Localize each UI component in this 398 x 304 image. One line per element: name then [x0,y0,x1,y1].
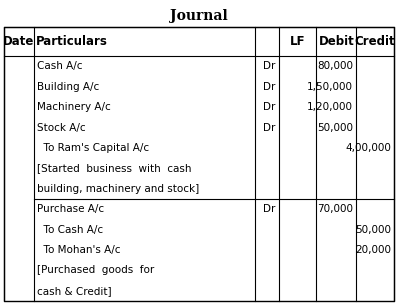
Text: 1,50,000: 1,50,000 [307,82,353,92]
Text: Dr: Dr [263,204,275,214]
Text: Machinery A/c: Machinery A/c [37,102,111,112]
Text: 50,000: 50,000 [355,225,391,235]
Text: Credit: Credit [355,35,396,48]
Text: [Purchased  goods  for: [Purchased goods for [37,265,154,275]
Text: 70,000: 70,000 [317,204,353,214]
Text: 4,00,000: 4,00,000 [345,143,391,153]
Text: Building A/c: Building A/c [37,82,99,92]
Text: 50,000: 50,000 [317,123,353,133]
Text: 20,000: 20,000 [355,245,391,255]
Text: Journal: Journal [170,9,228,23]
Text: building, machinery and stock]: building, machinery and stock] [37,184,199,194]
Text: cash & Credit]: cash & Credit] [37,286,111,296]
Text: Particulars: Particulars [36,35,108,48]
Text: Dr: Dr [263,102,275,112]
Text: 1,20,000: 1,20,000 [307,102,353,112]
Text: Date: Date [3,35,35,48]
Text: To Cash A/c: To Cash A/c [37,225,103,235]
Text: Dr: Dr [263,82,275,92]
Text: Cash A/c: Cash A/c [37,61,82,71]
Text: 80,000: 80,000 [317,61,353,71]
Text: To Mohan's A/c: To Mohan's A/c [37,245,121,255]
Text: Purchase A/c: Purchase A/c [37,204,104,214]
Text: Debit: Debit [318,35,354,48]
Text: Stock A/c: Stock A/c [37,123,86,133]
Text: Dr: Dr [263,123,275,133]
Text: To Ram's Capital A/c: To Ram's Capital A/c [37,143,149,153]
Text: Dr: Dr [263,61,275,71]
Text: LF: LF [290,35,305,48]
Text: [Started  business  with  cash: [Started business with cash [37,164,191,173]
